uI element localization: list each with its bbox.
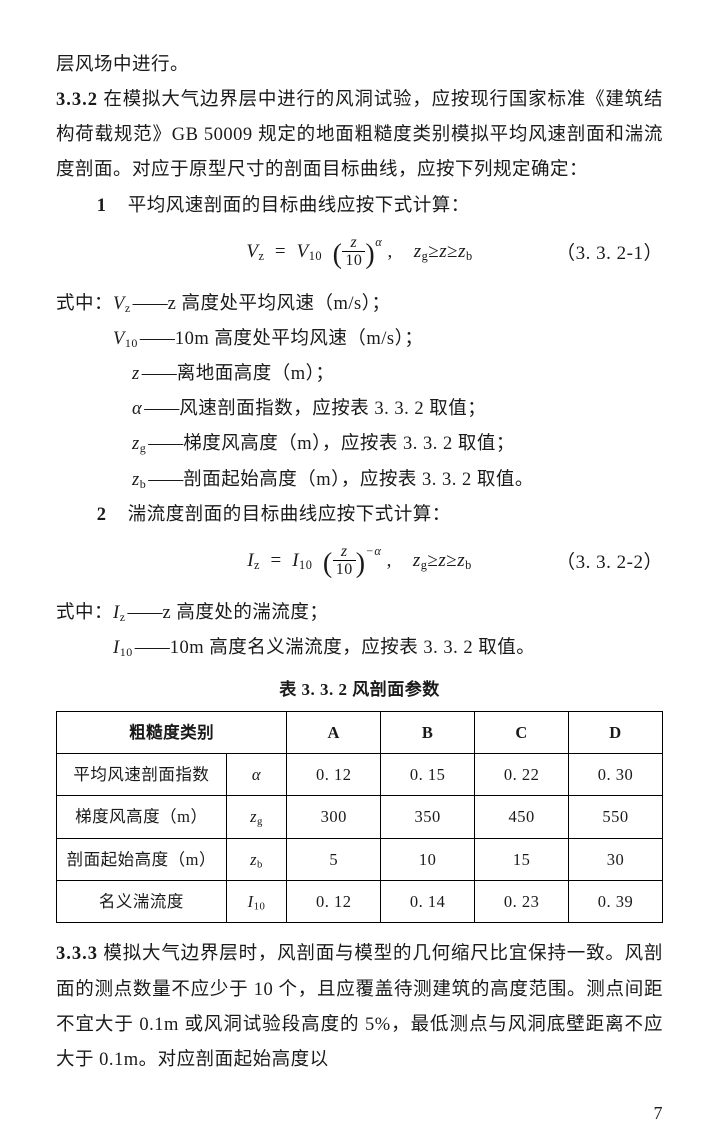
table-header-row: 粗糙度类别 ABCD xyxy=(57,711,663,753)
equation-number-2: （3. 3. 2-2） xyxy=(556,545,663,581)
clause-3-3-2-text: 在模拟大气边界层中进行的风洞试验，应按现行国家标准《建筑结构荷载规范》GB 50… xyxy=(56,90,663,180)
equation-number-1: （3. 3. 2-1） xyxy=(556,236,663,272)
item-2-number: 2 xyxy=(97,498,123,533)
equation-3-3-2-2: Iz = I10 (z10)−α , zg≥z≥zb （3. 3. 2-2） xyxy=(56,537,663,590)
clause-3-3-3-number: 3.3.3 xyxy=(56,944,98,964)
where-block-1: 式中：Vz——z 高度处平均风速（m/s）； V10——10m 高度处平均风速（… xyxy=(56,287,663,498)
page-number: 7 xyxy=(56,1096,663,1130)
clause-3-3-3: 3.3.3 模拟大气边界层时，风剖面与模型的几何缩尺比宜保持一致。风剖面的测点数… xyxy=(56,937,663,1078)
table-title: 表 3. 3. 2 风剖面参数 xyxy=(56,674,663,706)
params-table: 粗糙度类别 ABCD 平均风速剖面指数α 0. 120. 150. 220. 3… xyxy=(56,711,663,924)
item-2: 2 湍流度剖面的目标曲线应按下式计算： xyxy=(56,498,663,533)
clause-3-3-2-number: 3.3.2 xyxy=(56,90,98,110)
clause-3-3-2: 3.3.2 在模拟大气边界层中进行的风洞试验，应按现行国家标准《建筑结构荷载规范… xyxy=(56,83,663,188)
lead-in-text: 层风场中进行。 xyxy=(56,48,663,83)
table-row: 名义湍流度I10 0. 120. 140. 230. 39 xyxy=(57,881,663,923)
table-row: 剖面起始高度（m）zb 5101530 xyxy=(57,838,663,880)
table-row: 平均风速剖面指数α 0. 120. 150. 220. 30 xyxy=(57,753,663,795)
where-block-2: 式中：Iz——z 高度处的湍流度； I10——10m 高度名义湍流度，应按表 3… xyxy=(56,596,663,666)
equation-3-3-2-1: Vz = V10 (z10)α , zg≥z≥zb （3. 3. 2-1） xyxy=(56,228,663,281)
item-1-number: 1 xyxy=(97,189,123,224)
clause-3-3-3-text: 模拟大气边界层时，风剖面与模型的几何缩尺比宜保持一致。风剖面的测点数量不应少于 … xyxy=(56,944,663,1069)
table-row: 梯度风高度（m）zg 300350450550 xyxy=(57,796,663,838)
item-2-text: 湍流度剖面的目标曲线应按下式计算： xyxy=(123,505,451,525)
item-1-text: 平均风速剖面的目标曲线应按下式计算： xyxy=(123,196,470,216)
item-1: 1 平均风速剖面的目标曲线应按下式计算： xyxy=(56,189,663,224)
